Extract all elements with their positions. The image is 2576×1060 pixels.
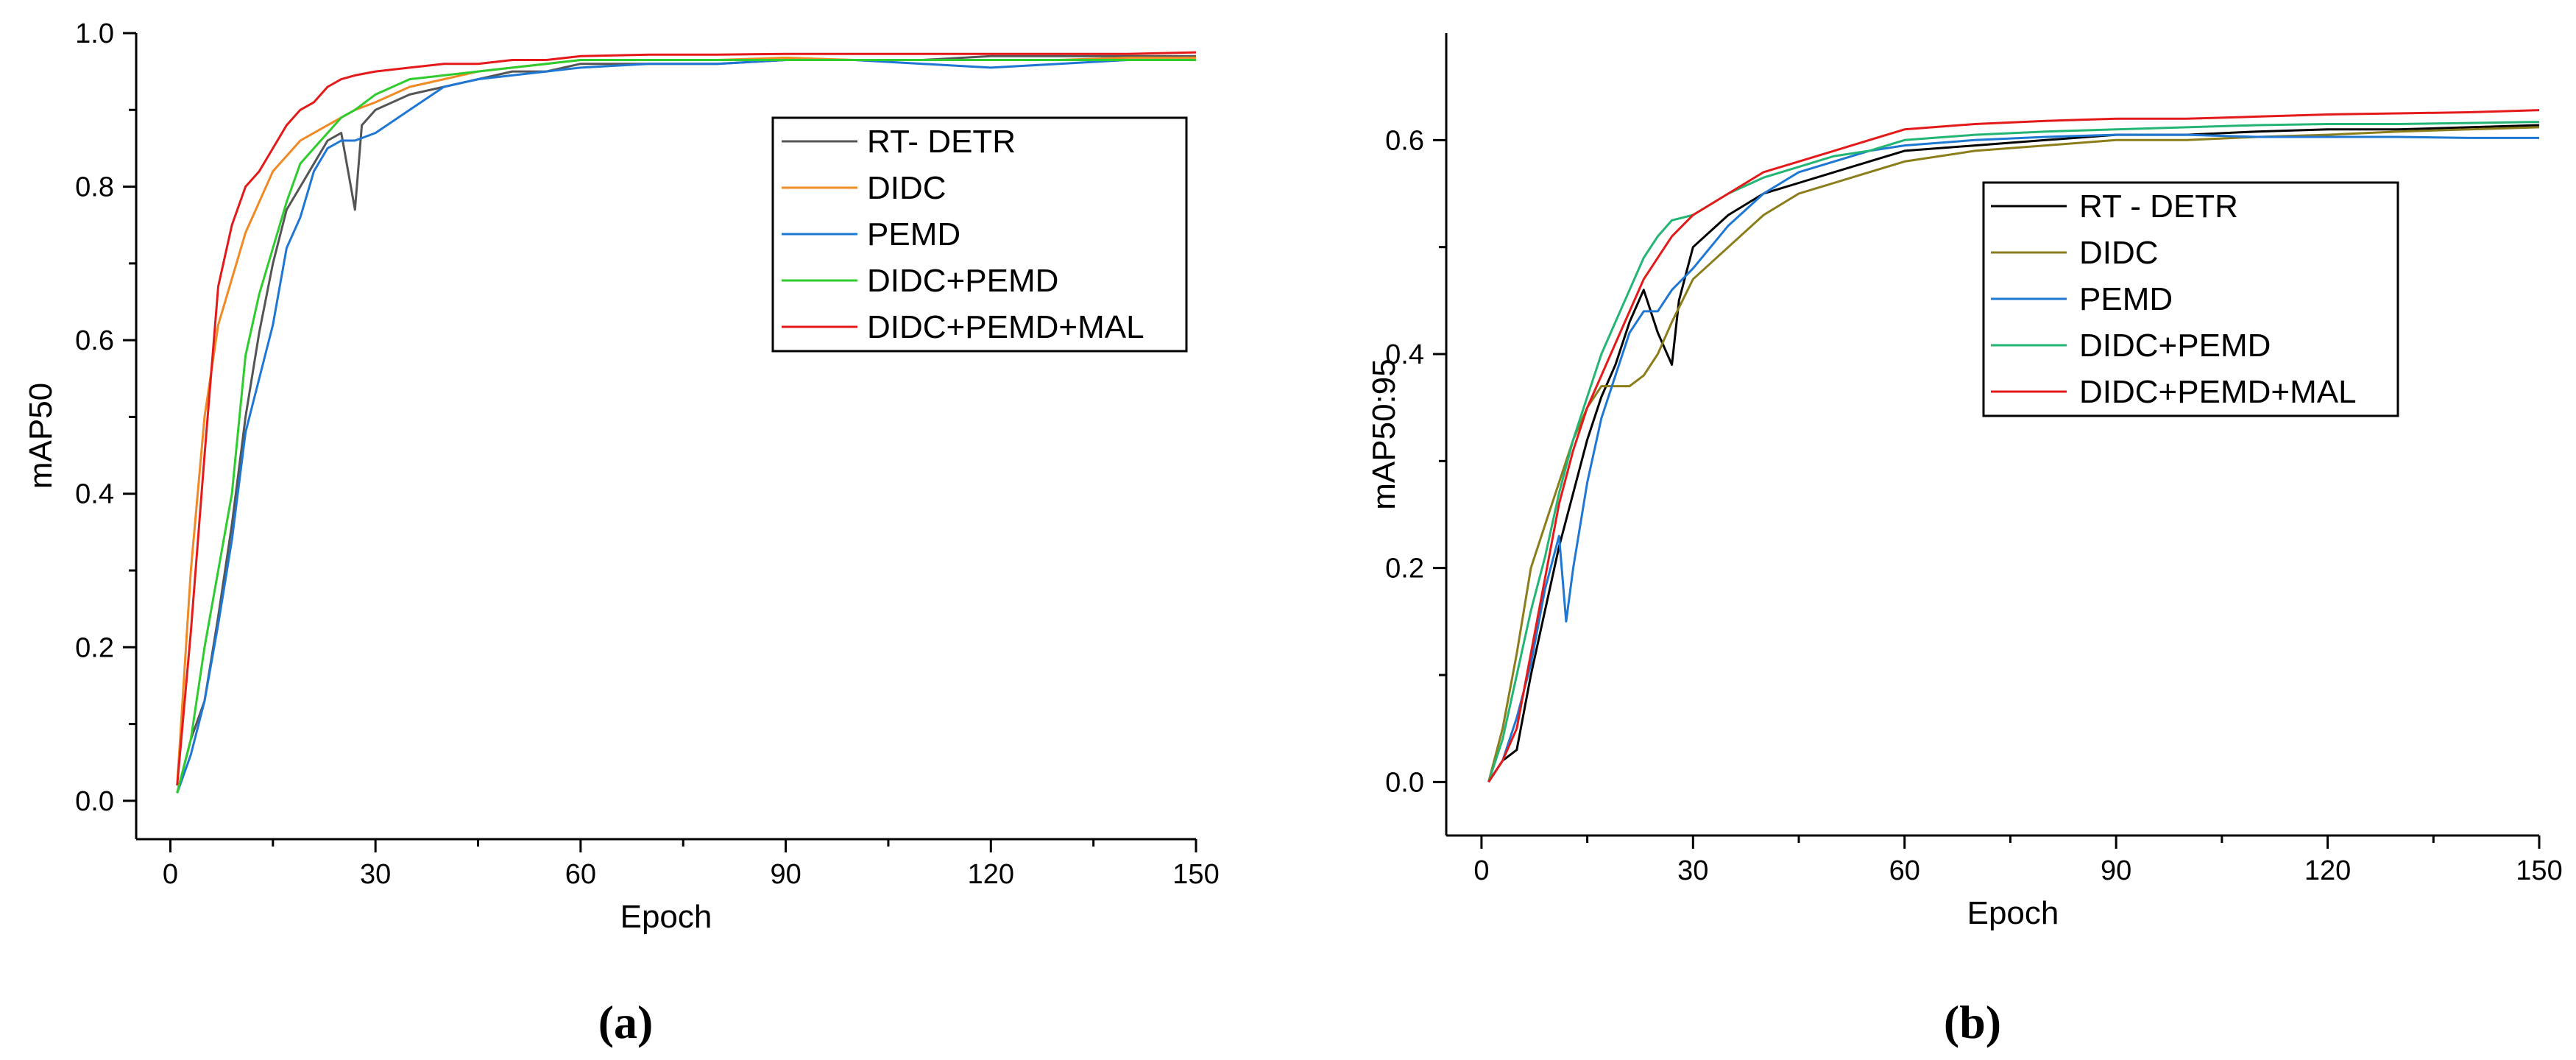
- chart-b-x-tick-label: 30: [1677, 855, 1708, 886]
- chart-a-x-tick-label: 60: [565, 859, 596, 890]
- chart-a-x-tick-label: 120: [968, 859, 1014, 890]
- chart-a-y-tick-label: 1.0: [75, 18, 114, 49]
- chart-a-legend-label: RT- DETR: [867, 124, 1016, 160]
- chart-b-legend-label: DIDC: [2079, 235, 2159, 271]
- chart-a-lines: [176, 51, 1197, 794]
- chart-b-y-tick-label: 0.4: [1385, 339, 1424, 370]
- chart-a-caption: (a): [598, 996, 654, 1048]
- chart-b-legend-label: DIDC+PEMD: [2079, 328, 2271, 364]
- chart-a-x-tick-label: 0: [163, 859, 178, 890]
- chart-b: 0 30 60 90 120 150 0.0 0.2 0.4 0.6 Epoch mAP50:95…: [1366, 33, 2563, 1048]
- chart-a-y-tick-label: 0.6: [75, 325, 114, 356]
- chart-b-axes-frame: [1446, 33, 2539, 835]
- chart-a-ticks: 0 30 60 90 120 150 0.0 0.2 0.4 0.6 0.8 1.0: [75, 18, 1220, 890]
- chart-b-legend: RT - DETR DIDC PEMD DIDC+PEMD DIDC+PEMD+MAL: [1982, 181, 2399, 417]
- chart-b-x-tick-label: 0: [1473, 855, 1489, 886]
- chart-a-legend-items: RT- DETR DIDC PEMD DIDC+PEMD DIDC+PEMD+MAL: [782, 124, 1144, 345]
- chart-a-y-tick-label: 0.8: [75, 172, 114, 203]
- chart-a-x-axis-title: Epoch: [620, 899, 712, 935]
- chart-a-y-axis-title: mAP50: [23, 383, 59, 489]
- chart-b-series-line-1: [1487, 126, 2540, 782]
- chart-a-y-tick-label: 0.2: [75, 632, 114, 663]
- chart-a-series-line-4: [176, 51, 1197, 786]
- chart-b-lines: [1487, 109, 2540, 783]
- chart-a-y-tick-label: 0.0: [75, 786, 114, 817]
- chart-b-x-tick-label: 90: [2101, 855, 2131, 886]
- chart-b-x-tick-label: 120: [2304, 855, 2351, 886]
- chart-b-y-tick-label: 0.2: [1385, 554, 1424, 584]
- chart-b-legend-items: RT - DETR DIDC PEMD DIDC+PEMD DIDC+PEMD+MAL: [1991, 188, 2357, 410]
- chart-b-y-axis-title: mAP50:95: [1366, 358, 1402, 509]
- chart-b-y-tick-label: 0.0: [1385, 767, 1424, 798]
- chart-b-caption: (b): [1944, 996, 2001, 1048]
- chart-a-x-tick-label: 150: [1172, 859, 1219, 890]
- chart-b-x-tick-label: 150: [2516, 855, 2562, 886]
- chart-b-legend-label: PEMD: [2079, 281, 2173, 317]
- chart-a-legend: RT- DETR DIDC PEMD DIDC+PEMD DIDC+PEMD+MAL: [771, 116, 1188, 353]
- chart-a-x-tick-label: 90: [770, 859, 801, 890]
- chart-a-x-tick-label: 30: [360, 859, 391, 890]
- chart-a: 0 30 60 90 120 150 0.0 0.2 0.4 0.6 0.8 1.0 Epoch mA…: [23, 18, 1220, 1048]
- chart-a-legend-label: DIDC: [867, 170, 946, 206]
- chart-b-x-tick-label: 60: [1889, 855, 1920, 886]
- chart-a-legend-label: DIDC+PEMD: [867, 263, 1058, 299]
- chart-b-legend-label: RT - DETR: [2079, 188, 2238, 225]
- chart-b-legend-label: DIDC+PEMD+MAL: [2079, 374, 2357, 410]
- chart-a-series-line-3: [176, 59, 1196, 794]
- chart-a-legend-label: PEMD: [867, 216, 960, 252]
- chart-a-legend-label: DIDC+PEMD+MAL: [867, 309, 1144, 345]
- chart-a-y-tick-label: 0.4: [75, 479, 114, 510]
- chart-b-series-line-4: [1487, 109, 2540, 783]
- chart-b-x-axis-title: Epoch: [1967, 895, 2059, 931]
- chart-b-ticks: 0 30 60 90 120 150 0.0 0.2 0.4 0.6: [1385, 125, 2563, 886]
- chart-b-series-line-2: [1487, 133, 2539, 783]
- chart-b-y-tick-label: 0.6: [1385, 125, 1424, 156]
